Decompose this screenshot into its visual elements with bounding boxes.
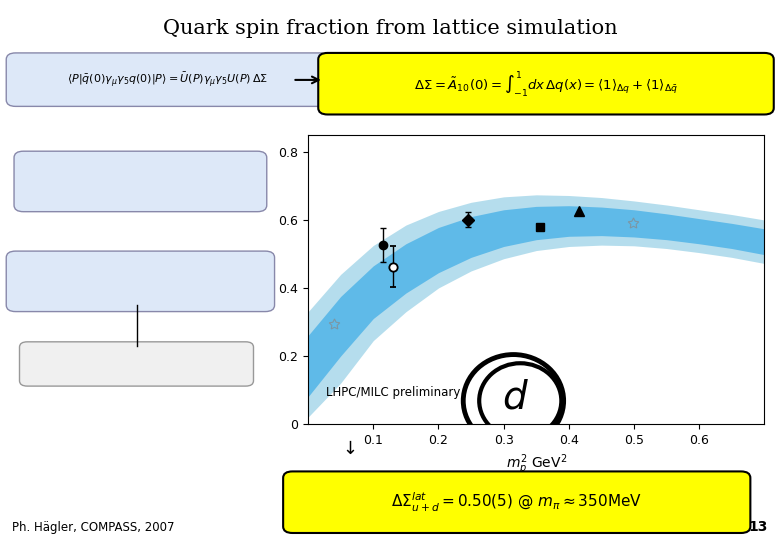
Text: LHPC/MILC preliminary: LHPC/MILC preliminary <box>326 386 461 400</box>
X-axis label: $m_p^2$ GeV$^2$: $m_p^2$ GeV$^2$ <box>505 452 567 477</box>
Text: Gell-Mann-Oakes-Renner: Gell-Mann-Oakes-Renner <box>66 164 214 177</box>
Text: leading order heavy baryon chPT: leading order heavy baryon chPT <box>42 284 239 296</box>
Text: $\downarrow$: $\downarrow$ <box>339 440 356 458</box>
Text: $\Delta\Sigma = \tilde{A}_{10}(0) = \int_{-1}^{1}dx\,\Delta q(x) = \langle 1\ran: $\Delta\Sigma = \tilde{A}_{10}(0) = \int… <box>414 69 678 98</box>
Y-axis label: $DS_q$: $DS_q$ <box>239 261 267 280</box>
Text: Ph. Hägler, COMPASS, 2007: Ph. Hägler, COMPASS, 2007 <box>12 521 174 534</box>
Text: Quark spin fraction from lattice simulation: Quark spin fraction from lattice simulat… <box>163 19 617 38</box>
Text: $m_\pi^2 \propto m_q$: $m_\pi^2 \propto m_q$ <box>115 180 166 200</box>
Text: chiral extrapolation based on: chiral extrapolation based on <box>54 265 227 278</box>
Text: 13: 13 <box>749 519 768 534</box>
Text: Diehl, Manashov&Schäfer, EPJA 2006: Diehl, Manashov&Schäfer, EPJA 2006 <box>40 359 233 369</box>
Text: $\Delta\Sigma^{lat}_{u+d} = 0.50(5)$ @ $m_\pi \approx 350$MeV: $\Delta\Sigma^{lat}_{u+d} = 0.50(5)$ @ $… <box>392 491 642 514</box>
Text: $\mathit{d}$: $\mathit{d}$ <box>502 379 529 417</box>
Text: $\langle P|\bar{q}(0)\gamma_\mu\gamma_5 q(0)|P\rangle = \bar{U}(P)\gamma_\mu\gam: $\langle P|\bar{q}(0)\gamma_\mu\gamma_5 … <box>67 70 268 89</box>
